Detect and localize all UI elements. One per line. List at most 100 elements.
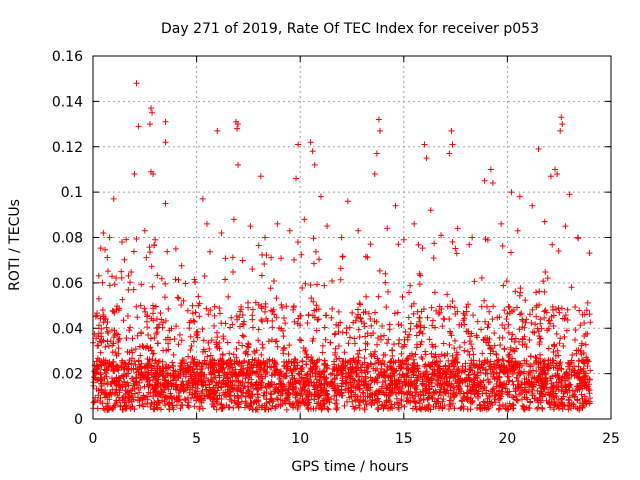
data-point-dense [331, 392, 338, 399]
data-point-dense [293, 391, 300, 398]
data-point-dense [437, 358, 444, 365]
data-point-dense [242, 350, 249, 357]
data-point-dense [494, 357, 501, 364]
data-point-dense [516, 326, 523, 333]
data-point-dense [391, 310, 398, 317]
data-point [286, 227, 293, 234]
data-point-dense [157, 384, 164, 391]
data-point-dense [474, 375, 481, 382]
data-point-dense [469, 345, 476, 352]
data-point-dense [128, 398, 135, 405]
data-point-dense [553, 379, 560, 386]
data-point-dense [417, 272, 424, 279]
data-point-dense [440, 370, 447, 377]
data-point-dense [354, 350, 361, 357]
data-point-dense [448, 332, 455, 339]
data-point-dense [312, 373, 319, 380]
data-point-dense [115, 377, 122, 384]
data-point-dense [368, 353, 375, 360]
data-point-dense [212, 374, 219, 381]
data-point-dense [483, 390, 490, 397]
data-point-dense [222, 320, 229, 327]
data-point-dense [516, 311, 523, 318]
data-point-dense [496, 402, 503, 409]
data-point-dense [584, 299, 591, 306]
data-point-dense [199, 388, 206, 395]
data-point [338, 234, 345, 241]
data-point-dense [288, 368, 295, 375]
data-point-dense [447, 403, 454, 409]
data-point-dense [534, 405, 541, 412]
data-point-dense [435, 311, 442, 318]
data-point-dense [386, 326, 393, 333]
y-tick-label: 0.1 [61, 185, 83, 201]
data-point-dense [233, 377, 240, 384]
data-point-dense [131, 406, 138, 413]
data-point-dense [154, 383, 161, 390]
data-point-dense [522, 297, 529, 304]
data-point-dense [576, 386, 583, 393]
data-point [557, 127, 564, 134]
data-point-dense [128, 355, 135, 362]
data-point-dense [334, 404, 341, 411]
data-point-dense [140, 395, 147, 402]
data-point-dense [290, 365, 297, 372]
data-point [106, 234, 113, 241]
data-point-dense [414, 374, 421, 381]
data-point-dense [484, 303, 491, 310]
data-point-dense [514, 304, 521, 311]
data-point [110, 195, 117, 202]
data-point-dense [204, 353, 211, 360]
data-point-dense [355, 357, 362, 364]
data-point-dense [162, 280, 169, 287]
data-point-dense [407, 399, 414, 406]
data-point-dense [437, 388, 444, 395]
data-point-dense [410, 300, 417, 307]
data-point [247, 223, 254, 230]
data-point-dense [101, 360, 108, 367]
data-point-dense [191, 403, 198, 410]
data-point-dense [337, 276, 344, 283]
data-point-dense [378, 361, 385, 368]
data-point-dense [252, 299, 259, 306]
data-point-dense [177, 405, 184, 412]
data-point-dense [125, 366, 132, 373]
data-point-dense [417, 322, 424, 329]
data-point-dense [499, 322, 506, 329]
data-point-dense [314, 281, 321, 288]
data-point-dense [496, 388, 503, 395]
data-point-dense [464, 348, 471, 355]
data-point-dense [341, 402, 348, 409]
data-point-dense [258, 303, 265, 310]
data-point-dense [332, 351, 339, 358]
data-point-dense [352, 364, 359, 371]
data-point-dense [464, 397, 471, 404]
data-point-dense [551, 343, 558, 350]
data-point-dense [247, 394, 254, 401]
data-point-dense [137, 352, 144, 359]
data-point-dense [332, 345, 339, 352]
data-point-dense [104, 268, 111, 275]
data-point-dense [581, 320, 588, 327]
data-point-dense [527, 362, 534, 369]
data-point-dense [446, 341, 453, 348]
data-point-dense [286, 391, 293, 398]
data-point-dense [185, 353, 192, 360]
data-point-dense [540, 358, 547, 365]
data-point-dense [238, 303, 245, 310]
data-point-dense [237, 323, 244, 330]
data-point-dense [158, 275, 165, 282]
data-point-dense [279, 390, 286, 397]
data-point-dense [234, 400, 241, 407]
data-point-dense [537, 335, 544, 342]
data-point-dense [121, 372, 128, 379]
data-point-dense [207, 358, 214, 365]
data-point-dense [328, 395, 335, 402]
data-point-dense [417, 406, 424, 413]
data-point-dense [122, 403, 129, 410]
data-point-dense [278, 301, 285, 308]
data-point-dense [493, 380, 500, 387]
data-point-dense [161, 394, 168, 401]
data-point-dense [346, 334, 353, 341]
data-point-dense [114, 363, 121, 370]
